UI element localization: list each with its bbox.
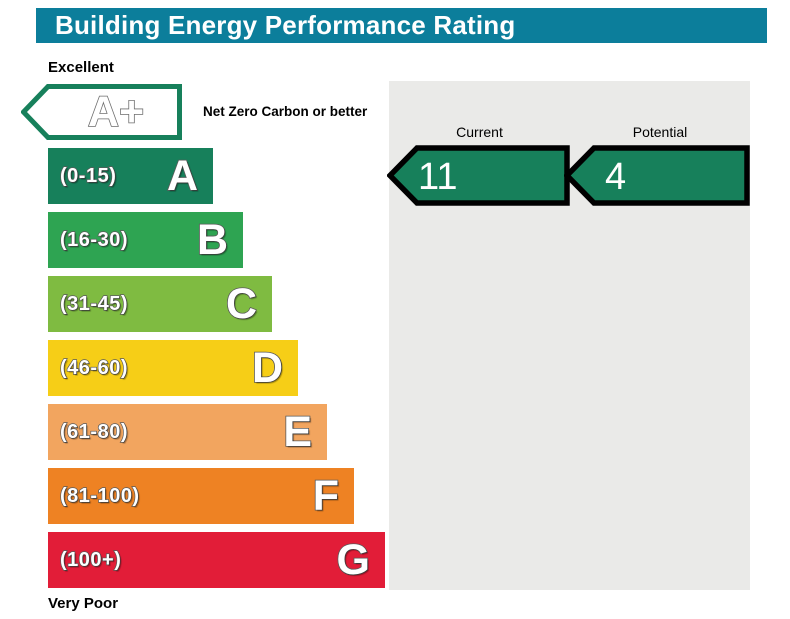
band-letter: D [251,343,284,392]
band-row-f: (81-100) F [48,468,354,524]
page-title: Building Energy Performance Rating [55,10,516,40]
header-bar: Building Energy Performance Rating [36,8,767,43]
band-range-label: (16-30) [59,228,128,251]
band-range-label: (100+) [59,548,122,571]
band-letter: A [166,151,199,200]
band-range-label: (46-60) [59,356,128,379]
band-range-label: (31-45) [59,292,128,315]
potential-rating-arrow: 4 [564,145,750,206]
band-row-g: (100+) G [48,532,385,588]
potential-column-label: Potential [632,124,688,140]
band-row-b: (16-30) B [48,212,243,268]
current-column-label: Current [456,124,503,140]
scale-label-excellent: Excellent [48,59,114,76]
scale-label-very-poor: Very Poor [48,595,119,612]
a-plus-letter: A+ [87,87,145,137]
potential-rating-value: 4 [605,156,626,198]
band-letter: F [312,471,340,520]
band-row-e: (61-80) E [48,404,327,460]
band-row-c: (31-45) C [48,276,272,332]
band-letter: E [283,407,313,456]
a-plus-description: Net Zero Carbon or better [203,104,368,119]
band-a-plus: A+ [21,84,182,140]
current-rating-arrow: 11 [387,145,570,206]
band-row-d: (46-60) D [48,340,298,396]
band-row-a: (0-15) A [48,148,213,204]
a-plus-arrow-shape [21,84,182,140]
band-letter: B [196,215,229,264]
band-range-label: (81-100) [59,484,140,507]
band-letter: G [336,535,371,584]
band-range-label: (0-15) [59,164,117,187]
band-letter: C [225,279,258,328]
current-rating-value: 11 [418,156,457,198]
band-range-label: (61-80) [59,420,128,443]
